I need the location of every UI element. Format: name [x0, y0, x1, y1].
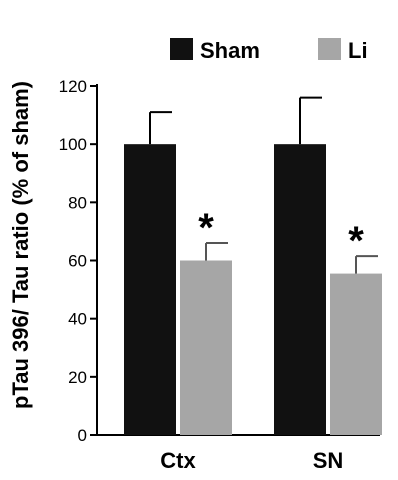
x-tick-label: SN — [313, 448, 344, 473]
bar-sham-ctx — [124, 144, 176, 435]
legend-swatch-li — [318, 38, 341, 60]
y-tick-label: 120 — [59, 77, 87, 96]
y-tick-label: 0 — [78, 426, 87, 445]
bar-li-ctx — [180, 260, 232, 435]
significance-marker: * — [348, 219, 364, 263]
y-tick-label: 80 — [68, 193, 87, 212]
legend-label-sham: Sham — [200, 38, 260, 63]
y-tick-label: 60 — [68, 252, 87, 271]
legend: Sham Li — [170, 38, 368, 63]
legend-swatch-sham — [170, 38, 193, 60]
y-tick-label: 40 — [68, 310, 87, 329]
y-tick-label: 20 — [68, 368, 87, 387]
bar-sham-sn — [274, 144, 326, 435]
bar-li-sn — [330, 273, 382, 435]
x-tick-label: Ctx — [160, 448, 196, 473]
significance-marker: * — [198, 206, 214, 250]
legend-label-li: Li — [348, 38, 368, 63]
plot-area: 0 20 40 60 80 100 120 Ctx SN * * — [59, 77, 382, 473]
y-axis-label: pTau 396/ Tau ratio (% of sham) — [8, 81, 33, 409]
y-tick-label: 100 — [59, 135, 87, 154]
